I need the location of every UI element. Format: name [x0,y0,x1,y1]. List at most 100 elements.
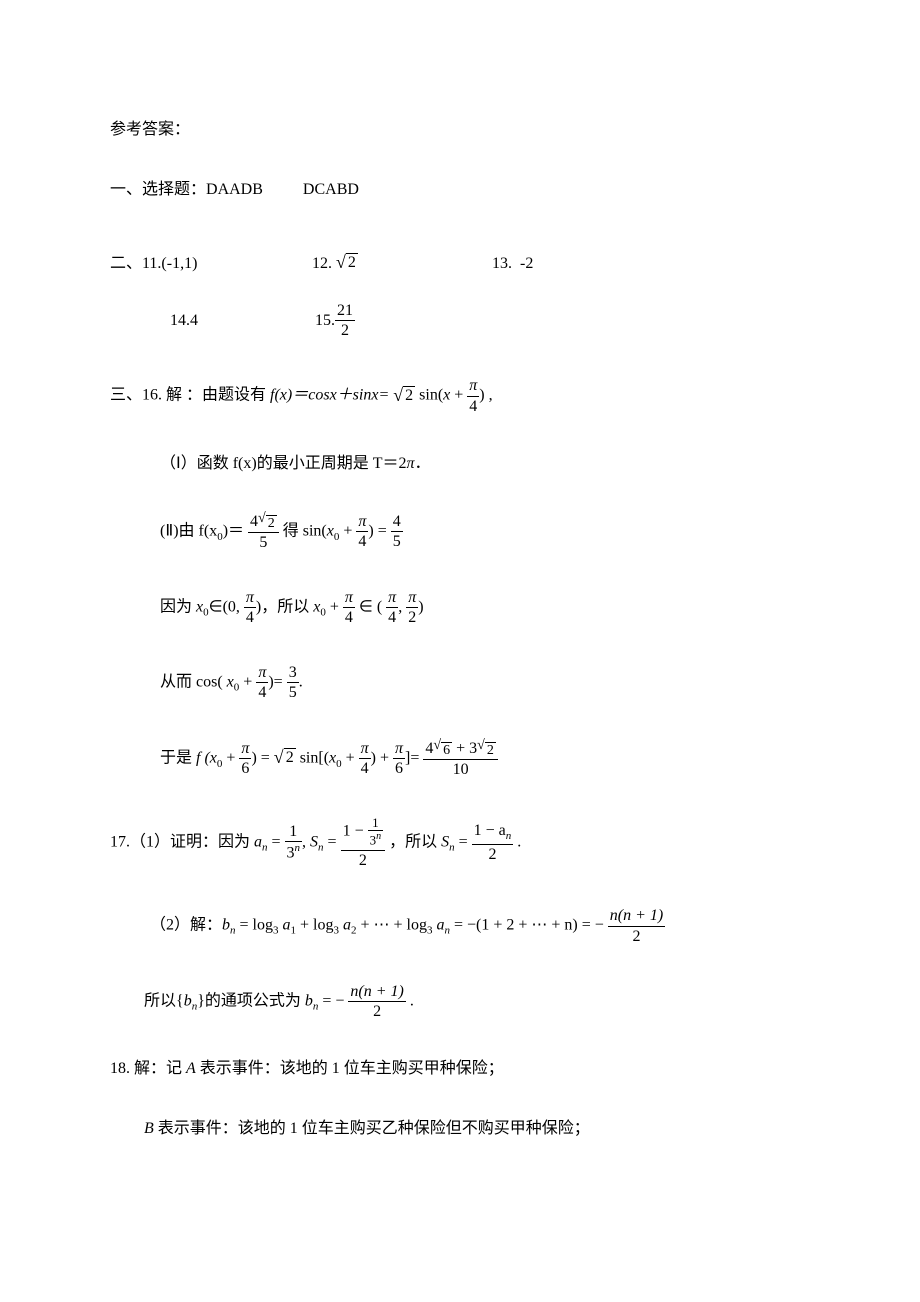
q16-p2-mid: 得 sin( [283,522,327,539]
q15-val: 21 2 [335,301,355,340]
q17-p2-eq2: = −(1 + 2 + ⋯ + n) = − [450,917,604,934]
q17-p3-mid: }的通项公式为 [197,992,305,1009]
mc-answers-2: DCABD [303,181,359,198]
q18-l1-rest: 表示事件：该地的 1 位车主购买甲种保险； [196,1060,504,1077]
q17-p1: 17.（1）证明：因为 an = 1 3n , Sn = 1 − 1 3n 2 … [110,815,810,871]
q16-p2-f1: 4√2 5 [248,512,279,552]
q16-c-close: )= [268,674,282,691]
answers-title: 参考答案： [110,118,810,142]
q16-part1: （Ⅰ）函数 f(x)的最小正周期是 T＝2π． [110,452,810,476]
q17-p3-res: n(n + 1) 2 [348,982,405,1021]
q16-p2-x0: x [327,522,334,539]
q18-line2: B 表示事件：该地的 1 位车主购买乙种保险但不购买甲种保险； [110,1117,810,1141]
section-2-row1: 二、 11.(-1,1) 12. √2 13. -2 [110,250,810,277]
q18-line1: 18. 解：记 A 表示事件：该地的 1 位车主购买甲种保险； [110,1057,810,1081]
q12-val: √2 [336,250,358,277]
q16-part2: (Ⅱ)由 f(x0)＝ 4√2 5 得 sin(x0 + π 4 ) = 4 5 [110,512,810,552]
q16-c-res: 35 [287,663,299,702]
q16-f-res: 4√6 + 3√2 10 [423,739,497,779]
q17-p2: （2）解：bn = log3 a1 + log3 a2 + ⋯ + log3 a… [110,906,810,945]
q12-num: 12. [312,252,332,276]
q17-a2: a [339,917,351,934]
q16-sin-open: sin( [419,387,443,404]
q16-pi4: π 4 [467,376,479,415]
q17-p3: 所以{bn}的通项公式为 bn = − n(n + 1) 2 . [110,982,810,1021]
q16-c-f1: π4 [256,663,268,702]
q17-p2-res: n(n + 1) 2 [608,906,665,945]
q16-p2-close: ) = [368,522,390,539]
q16-cos: 从而 cos( x0 + π4)= 35. [110,663,810,702]
q16-range: 因为 x0∈(0, π4)，所以 x0 + π4 ∈ ( π4, π2) [110,588,810,627]
q16-comma: , [489,387,493,404]
section-3-label: 三、 [110,387,142,404]
q16-p2-plus: + [339,522,356,539]
q16-f-pre: 于是 [160,749,196,766]
q17-p2-plus: + log [296,917,333,934]
q17-p3-pre: 所以{ [144,992,184,1009]
q17-bn: b [222,917,230,934]
mc-answers-1: DAADB [206,181,263,198]
q16-fx: f(x)＝cosx＋sinx= [270,387,389,404]
q16-f-close: ]= [405,749,419,766]
q16-p2-f2: π 4 [356,512,368,551]
q18-A: A [186,1060,196,1077]
q18-B: B [144,1120,154,1137]
q16-f-p2: + [342,749,359,766]
section-1: 一、选择题：DAADB DCABD [110,178,810,202]
section-1-label: 一、选择题： [110,181,206,198]
q16-f-fx: f (x [196,749,217,766]
q16-c-plus: + [239,674,256,691]
q17-p3-eq: = − [318,992,344,1009]
q16-f-sqrt: √2 [274,745,296,772]
q16-f-fr2: π4 [359,739,371,778]
q16-prefix: 16. 解 ：由题设有 [142,387,270,404]
q16-c-pre: 从而 cos( [160,674,223,691]
q17-p1-period: . [513,833,521,850]
q16-r-close: ) [418,598,423,615]
q16-r-comma: , [398,598,402,615]
q16-f-sin: sin[( [296,749,329,766]
q16-f-m1: ) = [251,749,273,766]
q16-c-x0: x [223,674,234,691]
q17-bigf: 1 − 1 3n 2 [341,815,386,871]
q16-r-f1: π4 [244,588,256,627]
q13-num: 13. [492,252,512,276]
q16-r-pre: 因为 [160,598,196,615]
q16-r-f3: π4 [386,588,398,627]
q16-p1-text: （Ⅰ）函数 f(x)的最小正周期是 T＝2 [160,455,406,472]
q17-dots: + ⋯ + log [356,917,427,934]
q16-p2-pre: (Ⅱ)由 f(x [160,522,217,539]
q14-val: 4 [190,309,198,333]
document-page: 参考答案： 一、选择题：DAADB DCABD 二、 11.(-1,1) 12. … [0,0,920,1302]
q17-p3-bn2: b [305,992,313,1009]
q17-p2-pre: （2）解： [150,917,222,934]
q17-sn: S [310,833,318,850]
q17-sn2: S [441,833,449,850]
q16-p2-f3: 4 5 [391,512,403,551]
q16-r-in2: ∈ ( [355,598,382,615]
q17-p1-pre: 17.（1）证明：因为 [110,833,254,850]
q16-final: 于是 f (x0 + π6) = √2 sin[(x0 + π4) + π6]=… [110,739,810,779]
q16-r-f4: π2 [406,588,418,627]
q16-f-fr3: π6 [393,739,405,778]
section-2-label: 二、 [110,252,142,276]
q16-r-f2: π4 [343,588,355,627]
q17-f1: 1 3n [285,822,303,863]
q17-mid: ，所以 [389,833,441,850]
q17-eq1: = [268,833,285,850]
answers-title-text: 参考答案： [110,121,190,138]
q17-p3-period: . [406,992,414,1009]
q17-a3: a [432,917,444,934]
q14-num: 14. [170,309,190,333]
section-2-row2: 14.4 15. 21 2 [110,301,810,340]
q16-p1-period: ． [415,455,431,472]
q11-val: (-1,1) [161,252,197,276]
q18-l1-pre: 18. 解：记 [110,1060,186,1077]
q17-a1: a [278,917,290,934]
q17-eq3: = [455,833,472,850]
q16-r-mid: )，所以 [256,598,313,615]
q16-r-plus: + [326,598,343,615]
q16-f-fr1: π6 [239,739,251,778]
q16-r-in: ∈(0, [209,598,240,615]
q17-comma: , [302,833,310,850]
